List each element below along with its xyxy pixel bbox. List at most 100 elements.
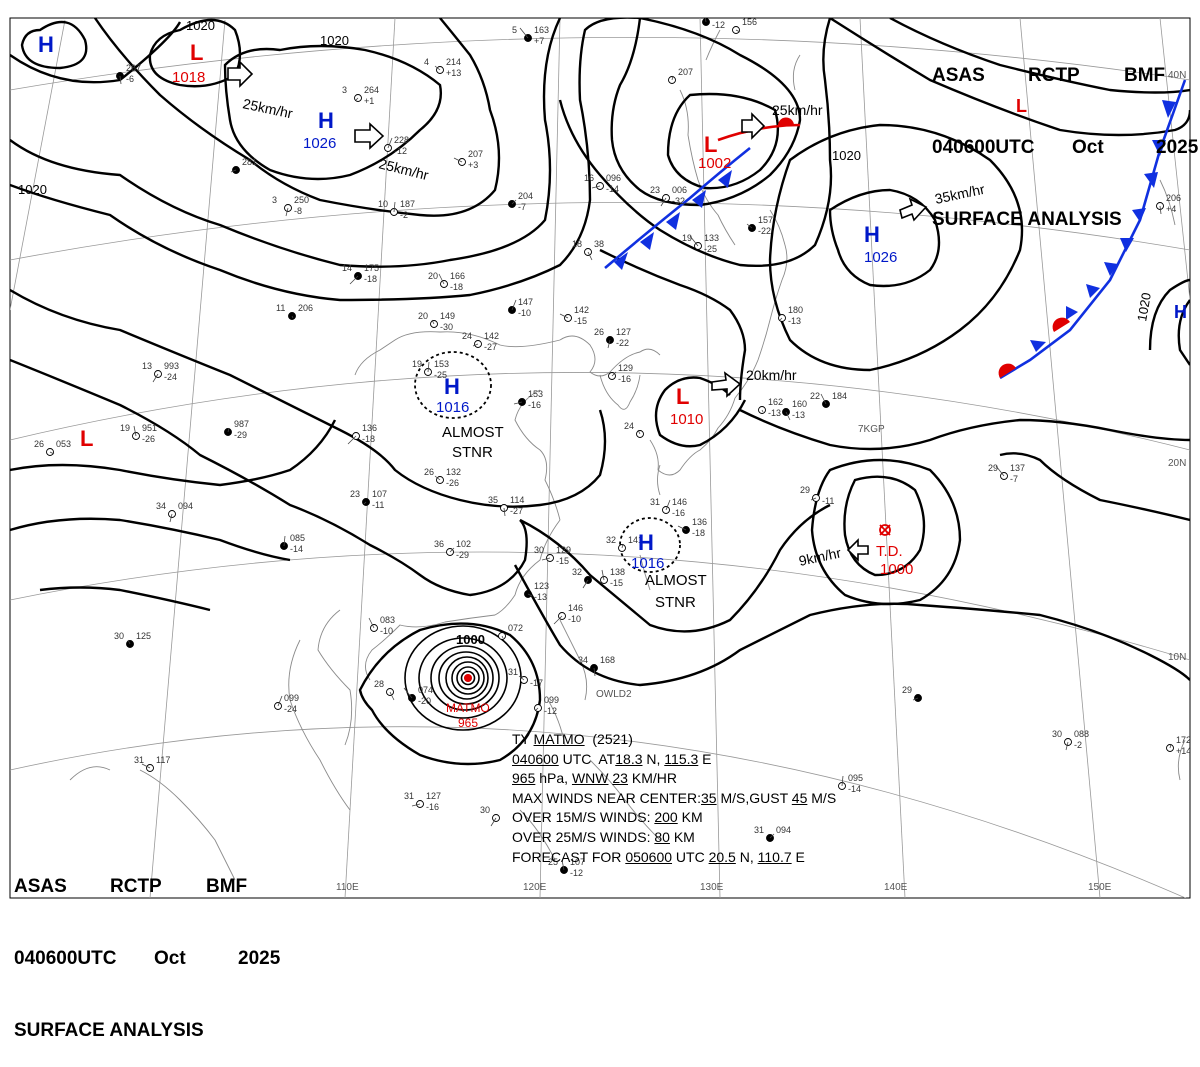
storm-info-box: TY MATMO (2521) 040600 UTC AT18.3 N, 115… — [512, 730, 836, 867]
station-pressure: 138 — [610, 567, 625, 577]
station-tendency: -14 — [848, 784, 861, 794]
station-temperature: 35 — [488, 495, 498, 505]
header-agency: ASAS — [932, 64, 1028, 88]
station-tendency: -12 — [570, 868, 583, 878]
footer-agency: ASAS — [14, 875, 110, 899]
station-pressure: 207 — [468, 149, 483, 159]
station-pressure: 146 — [568, 603, 583, 613]
station-pressure: 187 — [400, 199, 415, 209]
station-pressure: 987 — [234, 419, 249, 429]
station-pressure: 123 — [534, 581, 549, 591]
station-pressure: 267 — [126, 63, 141, 73]
isobar-label-1020-b: 1020 — [320, 33, 349, 48]
lon-label-150e: 150E — [1088, 882, 1112, 893]
station-pressure: 102 — [456, 539, 471, 549]
header-office: BMF — [1124, 64, 1184, 88]
station-tendency: -13 — [792, 410, 805, 420]
station-pressure: 146 — [672, 497, 687, 507]
weather-map: 5 163 +7 4 214 +13 3 264 +1 267 -6 228 -12 207 +3 281 3 2… — [0, 0, 1200, 919]
station-tendency: -11 — [372, 500, 384, 510]
station-tendency: -25 — [704, 244, 717, 254]
lon-label-110e: 110E — [336, 882, 359, 893]
station-pressure: 207 — [678, 67, 693, 77]
low-center-1010: L — [676, 384, 689, 409]
station-pressure: 085 — [290, 533, 305, 543]
station-tendency: -2 — [1074, 740, 1082, 750]
station-tendency: -8 — [294, 206, 302, 216]
station-tendency: -18 — [362, 434, 375, 444]
footer-datetime: 040600UTC — [14, 947, 154, 971]
station-pressure: 38 — [594, 239, 604, 249]
station-temperature: 19 — [412, 359, 422, 369]
station-temperature: 3 — [272, 195, 277, 205]
station-tendency: +1 — [364, 96, 374, 106]
header-bottom: ASAS RCTP BMF 040600UTC Oct 2025 SURFACE ANA… — [14, 827, 298, 1067]
footer-year: 2025 — [238, 947, 298, 971]
station-tendency: -14 — [606, 184, 619, 194]
station-pressure: 250 — [294, 195, 309, 205]
station-temperature: 30 — [114, 631, 124, 641]
typhoon-pressure: 965 — [458, 716, 478, 730]
station-temperature: 30 — [534, 545, 544, 555]
almost-stnr-south-line2: STNR — [655, 594, 696, 611]
header-year: 2025 — [1156, 136, 1200, 160]
station-tendency: -16 — [672, 508, 685, 518]
station-tendency: -18 — [450, 282, 463, 292]
high-center-ne: H — [1174, 302, 1187, 322]
station-temperature: 5 — [512, 25, 517, 35]
station-pressure: 136 — [362, 423, 377, 433]
station-temperature: 11 — [276, 303, 285, 313]
station-pressure: 163 — [534, 25, 549, 35]
storm-info-line3: 965 hPa, WNW 23 KM/HR — [512, 769, 836, 789]
station-pressure: 147 — [518, 297, 533, 307]
storm-info-line2: 040600 UTC AT18.3 N, 115.3 E — [512, 750, 836, 770]
station-temperature: 31 — [508, 667, 518, 677]
station-temperature: 28 — [374, 679, 384, 689]
station-tendency: -12 — [544, 706, 557, 716]
station-tendency: -15 — [610, 578, 623, 588]
station-pressure: 114 — [510, 495, 524, 505]
station-pressure: 107 — [372, 489, 387, 499]
lat-label-10n: 10N — [1168, 652, 1186, 663]
station-pressure: 083 — [380, 615, 395, 625]
footer-station: RCTP — [110, 875, 206, 899]
low-center-west: L — [80, 426, 93, 451]
header-title: SURFACE ANALYSIS — [932, 208, 1122, 232]
station-pressure: 117 — [156, 755, 170, 765]
station-tendency: -26 — [142, 434, 155, 444]
station-pressure: 006 — [672, 185, 687, 195]
station-pressure: 127 — [426, 791, 441, 801]
station-pressure: 162 — [768, 397, 783, 407]
station-temperature: 31 — [650, 497, 660, 507]
low-value-1018: 1018 — [172, 69, 205, 86]
footer-month: Oct — [154, 947, 238, 971]
storm-info-line7: FORECAST FOR 050600 UTC 20.5 N, 110.7 E — [512, 848, 836, 868]
station-temperature: 23 — [350, 489, 360, 499]
station-tendency: -10 — [380, 626, 393, 636]
station-pressure: 099 — [544, 695, 559, 705]
low-value-1002: 1002 — [698, 155, 731, 172]
station-temperature: 29 — [988, 463, 998, 473]
station-tendency: -15 — [556, 556, 569, 566]
station-tendency: -15 — [574, 316, 587, 326]
station-tendency: -2 — [400, 210, 408, 220]
station-tendency: -20 — [418, 696, 431, 706]
station-pressure: 136 — [692, 517, 707, 527]
station-pressure: 153 — [528, 389, 543, 399]
station-temperature: 30 — [480, 805, 490, 815]
storm-info-line5: OVER 15M/S WINDS: 200 KM — [512, 808, 836, 828]
station-temperature: 20 — [428, 271, 438, 281]
station-temperature: 26 — [34, 439, 44, 449]
station-pressure: 264 — [364, 85, 379, 95]
station-pressure: 281 — [242, 157, 257, 167]
station-tendency: -13 — [534, 592, 547, 602]
station-tendency: -6 — [126, 74, 134, 84]
station-tendency: -32 — [672, 196, 685, 206]
station-tendency: -18 — [364, 274, 377, 284]
low-value-1010: 1010 — [670, 411, 703, 428]
station-tendency: -13 — [788, 316, 801, 326]
high-center-1026-west: H — [318, 108, 334, 133]
station-tendency: -30 — [440, 322, 453, 332]
footer-title: SURFACE ANALYSIS — [14, 1019, 204, 1043]
station-tendency: -7 — [518, 202, 526, 212]
